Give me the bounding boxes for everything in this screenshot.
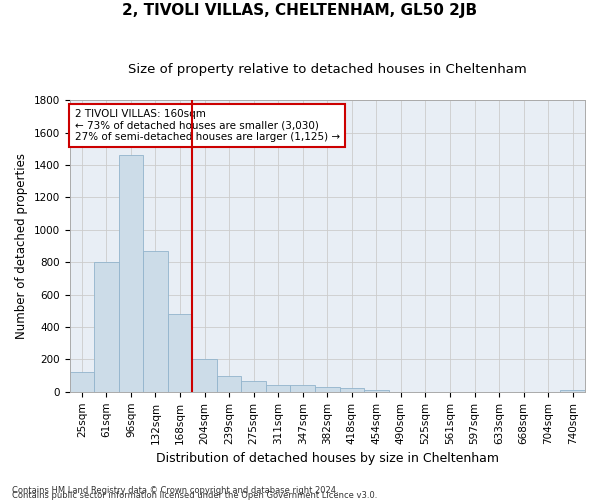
Text: 2, TIVOLI VILLAS, CHELTENHAM, GL50 2JB: 2, TIVOLI VILLAS, CHELTENHAM, GL50 2JB: [122, 2, 478, 18]
Text: 2 TIVOLI VILLAS: 160sqm
← 73% of detached houses are smaller (3,030)
27% of semi: 2 TIVOLI VILLAS: 160sqm ← 73% of detache…: [74, 109, 340, 142]
X-axis label: Distribution of detached houses by size in Cheltenham: Distribution of detached houses by size …: [156, 452, 499, 465]
Bar: [119, 156, 143, 392]
Bar: [94, 262, 119, 392]
Bar: [70, 372, 94, 392]
Bar: [560, 390, 585, 392]
Bar: [290, 386, 315, 392]
Text: Contains public sector information licensed under the Open Government Licence v3: Contains public sector information licen…: [12, 491, 377, 500]
Bar: [241, 382, 266, 392]
Bar: [315, 387, 340, 392]
Bar: [266, 384, 290, 392]
Bar: [340, 388, 364, 392]
Y-axis label: Number of detached properties: Number of detached properties: [15, 153, 28, 339]
Title: Size of property relative to detached houses in Cheltenham: Size of property relative to detached ho…: [128, 62, 527, 76]
Bar: [364, 390, 389, 392]
Text: Contains HM Land Registry data © Crown copyright and database right 2024.: Contains HM Land Registry data © Crown c…: [12, 486, 338, 495]
Bar: [192, 360, 217, 392]
Bar: [143, 251, 168, 392]
Bar: [168, 314, 192, 392]
Bar: [217, 376, 241, 392]
